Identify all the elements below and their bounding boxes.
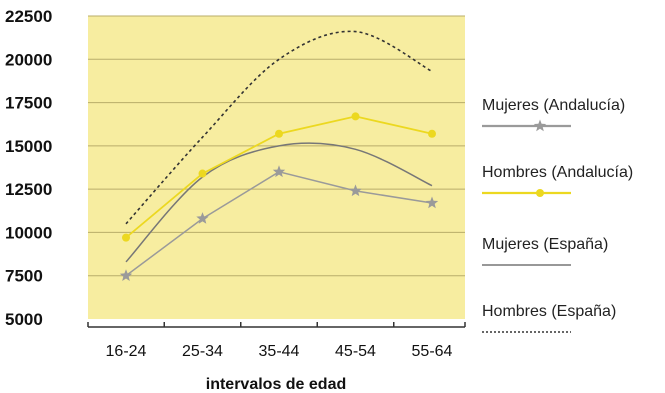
data-point — [119, 269, 133, 281]
x-tick-label: 16-24 — [106, 343, 147, 360]
legend-marker — [536, 189, 544, 197]
x-axis: 16-24 25-34 35-44 45-54 55-64 — [87, 322, 466, 360]
series-group — [119, 30, 439, 281]
x-tick-label: 55-64 — [412, 343, 453, 360]
data-point — [425, 196, 439, 209]
legend-item: Mujeres (Andalucía) — [482, 97, 625, 132]
series-mujeres-andalucia — [119, 165, 439, 281]
data-point — [275, 129, 283, 138]
data-point — [196, 212, 209, 224]
series-mujeres-espana — [125, 142, 433, 263]
x-axis-title: intervalos de edad — [206, 376, 347, 393]
data-point — [351, 112, 360, 121]
legend-marker — [533, 119, 547, 132]
data-point — [198, 169, 207, 178]
legend: Mujeres (Andalucía) Hombres (Andalucía) Mu… — [482, 97, 633, 333]
legend-label: Mujeres (España) — [482, 236, 608, 253]
series-hombres-espana — [125, 30, 433, 225]
series-line — [125, 30, 433, 225]
series-hombres-andalucia — [122, 112, 436, 242]
y-tick-label: 5000 — [5, 310, 43, 329]
y-tick-label: 12500 — [5, 180, 52, 199]
x-tick-label: 45-54 — [335, 343, 376, 360]
data-point — [272, 165, 286, 178]
data-point — [349, 184, 362, 197]
legend-label: Hombres (España) — [482, 303, 616, 320]
y-tick-label: 17500 — [5, 94, 52, 113]
plot-area — [88, 16, 465, 319]
y-tick-label: 15000 — [5, 137, 52, 156]
legend-item: Hombres (Andalucía) — [482, 164, 633, 197]
y-tick-label: 7500 — [5, 267, 43, 286]
x-tick-label: 25-34 — [182, 343, 223, 360]
y-tick-label: 20000 — [5, 50, 52, 69]
legend-item: Mujeres (España) — [482, 236, 608, 266]
y-tick-label: 22500 — [5, 7, 52, 26]
data-point — [428, 129, 436, 138]
series-line — [125, 142, 433, 263]
legend-label: Hombres (Andalucía) — [482, 164, 633, 181]
x-tick-label: 35-44 — [259, 343, 300, 360]
legend-item: Hombres (España) — [482, 303, 616, 333]
legend-label: Mujeres (Andalucía) — [482, 97, 625, 114]
y-tick-label: 10000 — [5, 223, 52, 242]
y-axis: 5000 7500 10000 12500 15000 17500 20000 22500 — [5, 7, 52, 329]
data-point — [122, 233, 130, 242]
